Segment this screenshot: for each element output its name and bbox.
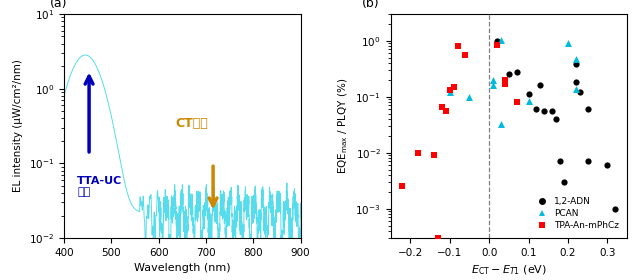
Y-axis label: EL intensity (μW/cm²/nm): EL intensity (μW/cm²/nm) — [13, 60, 23, 192]
Point — [496, 37, 506, 42]
Point — [460, 53, 470, 57]
Point — [571, 86, 581, 91]
Point — [571, 62, 581, 66]
Text: (b): (b) — [362, 0, 380, 10]
Point — [559, 180, 569, 184]
Point — [551, 117, 561, 121]
Point — [429, 153, 439, 158]
Point — [500, 78, 510, 82]
Point — [488, 78, 498, 82]
Point — [524, 92, 534, 97]
Point — [445, 88, 455, 93]
Point — [563, 41, 573, 45]
Legend: 1,2-ADN, PCAN, TPA-An-mPhCz: 1,2-ADN, PCAN, TPA-An-mPhCz — [530, 194, 623, 234]
Text: TTA-UC
発光: TTA-UC 発光 — [77, 176, 122, 197]
X-axis label: $E_{\mathrm{CT}} - E_{T1}$ (eV): $E_{\mathrm{CT}} - E_{T1}$ (eV) — [471, 263, 547, 277]
Point — [524, 99, 534, 103]
Point — [452, 44, 463, 48]
Point — [571, 56, 581, 61]
Point — [433, 236, 443, 240]
Point — [540, 109, 550, 113]
Point — [496, 122, 506, 126]
Point — [413, 150, 423, 155]
Point — [535, 83, 545, 88]
Text: CT発光: CT発光 — [175, 117, 208, 130]
Point — [611, 206, 621, 211]
Point — [445, 90, 455, 95]
Point — [511, 69, 522, 74]
Text: (a): (a) — [50, 0, 67, 10]
Point — [449, 85, 459, 89]
Point — [436, 105, 447, 109]
Point — [397, 184, 408, 189]
Point — [441, 109, 451, 113]
Point — [582, 159, 593, 164]
X-axis label: Wavelength (nm): Wavelength (nm) — [134, 263, 230, 273]
Point — [547, 109, 557, 113]
Point — [582, 107, 593, 111]
Point — [504, 72, 514, 77]
Point — [571, 80, 581, 85]
Point — [500, 246, 510, 250]
Point — [531, 107, 541, 111]
Point — [500, 81, 510, 86]
Point — [492, 43, 502, 47]
Point — [602, 163, 612, 167]
Y-axis label: EQE$_{\mathrm{max}}$ / PLQY (%): EQE$_{\mathrm{max}}$ / PLQY (%) — [336, 78, 350, 174]
Point — [555, 159, 565, 164]
Point — [575, 90, 585, 95]
Point — [488, 83, 498, 88]
Point — [511, 100, 522, 104]
Point — [492, 38, 502, 43]
Point — [465, 94, 475, 99]
